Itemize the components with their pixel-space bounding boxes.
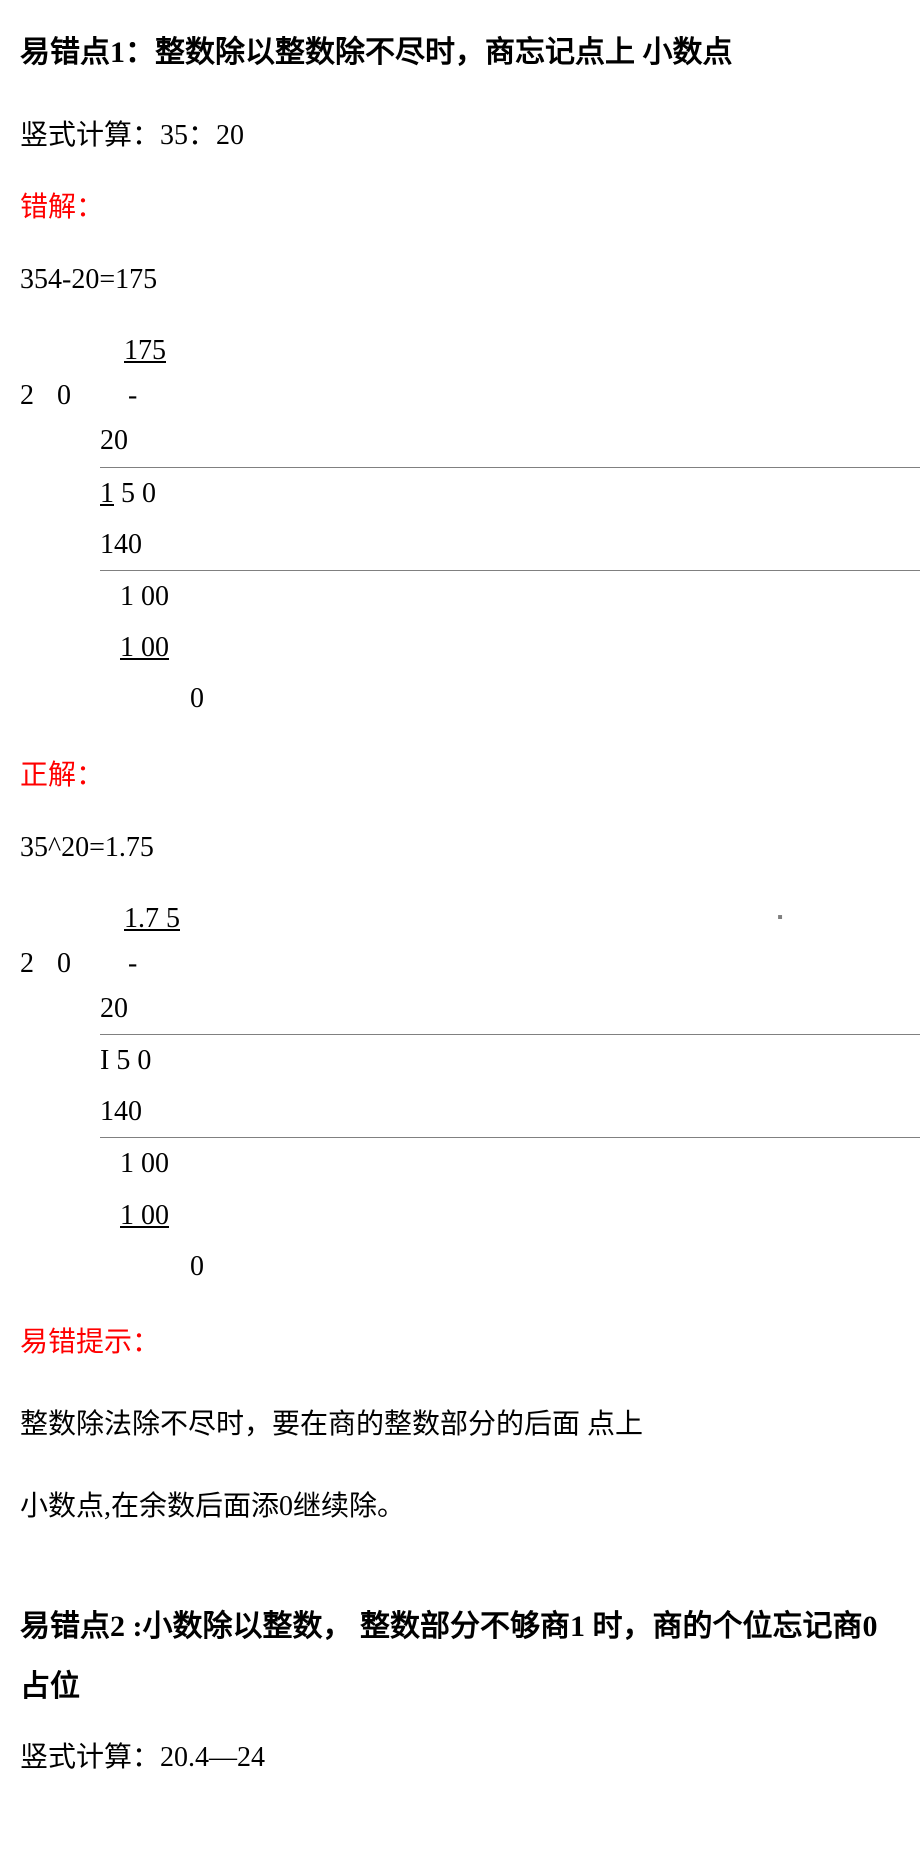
wrong-row-100b: 1 00 (120, 622, 900, 673)
wrong-quotient: 175 (124, 331, 900, 370)
correct-row-100b: 1 00 (120, 1190, 900, 1241)
wrong-row-0: 0 (190, 673, 900, 724)
correct-divisor-row: 2 0- (20, 944, 900, 983)
correct-row-140: 140 (100, 1086, 900, 1137)
correct-row-150: I 5 0 (100, 1035, 900, 1086)
correct-equation: 35^20=1.75 (20, 827, 900, 869)
section2-title: 易错点2 :小数除以整数， 整数部分不够商1 时，商的个位忘记商0占位 (20, 1597, 900, 1717)
correct-row-20: 20 (100, 983, 900, 1034)
problem-statement-1: 竖式计算：35：20 (20, 115, 900, 157)
problem-statement-2: 竖式计算：20.4—24 (20, 1737, 900, 1779)
wrong-solution-label: 错解： (20, 187, 900, 229)
section1-title: 易错点1：整数除以整数除不尽时，商忘记点上 小数点 (20, 30, 900, 75)
wrong-equation: 354-20=175 (20, 259, 900, 301)
gray-dot-icon: ▪ (340, 909, 920, 927)
wrong-row-150: 1 5 0 (100, 468, 900, 519)
correct-solution-label: 正解： (20, 755, 900, 797)
wrong-row-20: 20 (100, 415, 900, 466)
correct-long-division: 1.7 5 ▪ 2 0- 20 I 5 0 140 1 00 1 00 0 (20, 899, 900, 1293)
tip-text-line2: 小数点,在余数后面添0继续除。 (20, 1476, 900, 1538)
correct-row-100a: 1 00 (120, 1138, 900, 1189)
tip-label: 易错提示： (20, 1322, 900, 1364)
correct-row-0: 0 (190, 1241, 900, 1292)
wrong-divisor-row: 2 0- (20, 376, 900, 415)
wrong-long-division: 175 2 0- 20 1 5 0 140 1 00 1 00 0 (20, 331, 900, 725)
wrong-row-140: 140 (100, 519, 900, 570)
tip-text-line1: 整数除法除不尽时，要在商的整数部分的后面 点上 (20, 1394, 900, 1456)
wrong-row-100a: 1 00 (120, 571, 900, 622)
